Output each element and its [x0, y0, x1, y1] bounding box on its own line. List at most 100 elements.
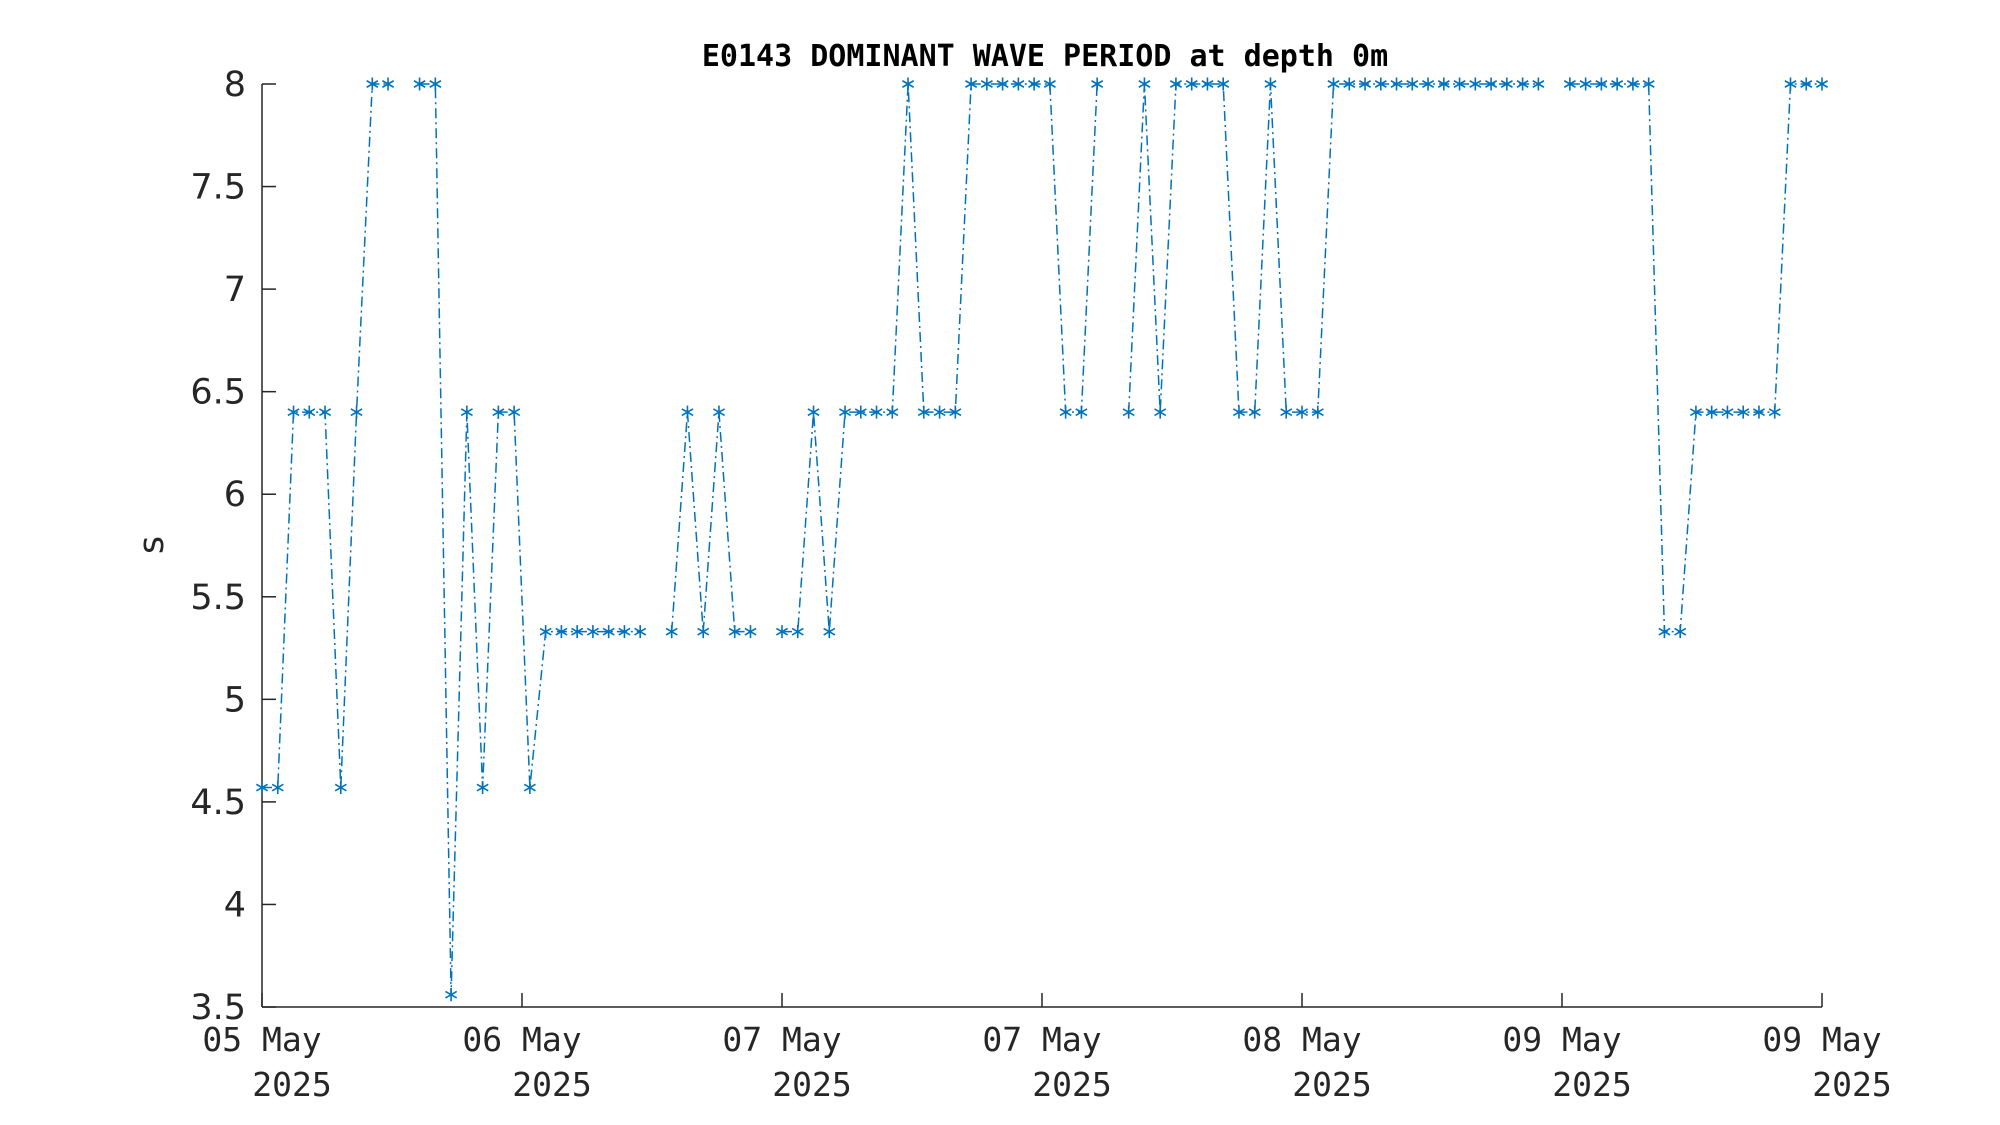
data-point-marker: [886, 405, 899, 419]
y-tick-label: 7.5: [190, 168, 246, 208]
x-ticks: 05 May 2025 06 May 2025 07 May 2025 07 May 2025…: [202, 993, 1892, 1104]
data-point-marker: [287, 405, 300, 419]
data-point-marker: [870, 405, 883, 419]
data-point-marker: [1752, 405, 1765, 419]
data-point-marker: [1595, 77, 1608, 91]
y-tick-label: 4.5: [190, 783, 246, 823]
data-point-marker: [1374, 77, 1387, 91]
data-point-marker: [523, 781, 536, 795]
data-point-marker: [728, 625, 741, 639]
data-point-marker: [634, 625, 647, 639]
y-tick-label: 6.5: [190, 373, 246, 413]
data-point-marker: [1043, 77, 1056, 91]
data-point-marker: [791, 625, 804, 639]
x-tick-label-day: 09 May: [1762, 1020, 1881, 1059]
data-point-marker: [1232, 405, 1245, 419]
data-point-marker: [1737, 405, 1750, 419]
x-tick-label-day: 05 May: [202, 1020, 321, 1059]
series-line: [262, 83, 1822, 995]
data-point-marker: [1563, 77, 1576, 91]
data-point-marker: [1280, 405, 1293, 419]
data-point-marker: [1406, 77, 1419, 91]
data-point-marker: [1579, 77, 1592, 91]
data-point-marker: [1264, 77, 1277, 91]
chart-title: E0143 DOMINANT WAVE PERIOD at depth 0m: [702, 39, 1388, 74]
data-point-marker: [965, 77, 978, 91]
x-tick-label-day: 09 May: [1502, 1020, 1621, 1059]
data-point-marker: [1815, 77, 1829, 91]
data-point-marker: [1453, 77, 1466, 91]
data-point-marker: [1800, 77, 1813, 91]
data-point-marker: [1185, 77, 1198, 91]
data-point-marker: [508, 405, 521, 419]
data-point-marker: [1626, 77, 1639, 91]
data-point-marker: [1485, 77, 1498, 91]
data-point-marker: [1516, 77, 1529, 91]
data-point-marker: [1343, 77, 1356, 91]
x-tick-label-year: 2025: [1812, 1065, 1891, 1104]
data-point-marker: [571, 625, 584, 639]
y-tick-label: 5.5: [190, 578, 246, 618]
data-point-marker: [1469, 77, 1482, 91]
data-point-marker: [602, 625, 615, 639]
data-point-marker: [413, 77, 426, 91]
x-tick-label-day: 07 May: [722, 1020, 841, 1059]
y-tick-label: 3.5: [190, 988, 246, 1028]
x-tick-label-day: 07 May: [982, 1020, 1101, 1059]
data-point-marker: [1201, 77, 1214, 91]
data-point-marker: [1359, 77, 1372, 91]
data-point-marker: [382, 77, 395, 91]
data-point-marker: [681, 405, 694, 419]
data-series: [255, 77, 1829, 1002]
data-point-marker: [429, 77, 442, 91]
data-point-marker: [1658, 625, 1671, 639]
data-point-marker: [1075, 405, 1088, 419]
x-tick-label-day: 06 May: [462, 1020, 581, 1059]
data-point-marker: [1532, 77, 1545, 91]
data-point-marker: [1012, 77, 1025, 91]
data-point-marker: [1327, 77, 1340, 91]
data-point-marker: [1217, 77, 1230, 91]
data-point-marker: [492, 405, 505, 419]
data-point-marker: [476, 781, 489, 795]
data-point-marker: [1768, 405, 1781, 419]
y-tick-label: 4: [224, 885, 246, 925]
data-point-marker: [1437, 77, 1450, 91]
data-point-marker: [839, 405, 852, 419]
data-point-marker: [303, 405, 316, 419]
data-point-marker: [1674, 625, 1687, 639]
y-ticks: 3.5 4 4.5 5 5.5 6 6.5 7 7.5 8: [190, 65, 276, 1028]
data-point-marker: [1705, 405, 1718, 419]
data-point-marker: [1390, 77, 1403, 91]
data-point-marker: [366, 77, 379, 91]
plot-axes: [261, 84, 1822, 1008]
x-tick-label-year: 2025: [252, 1065, 331, 1104]
data-point-marker: [350, 405, 363, 419]
data-point-marker: [460, 405, 473, 419]
data-point-marker: [1059, 405, 1072, 419]
data-point-marker: [1422, 77, 1435, 91]
x-tick-label-year: 2025: [512, 1065, 591, 1104]
data-point-marker: [823, 625, 836, 639]
data-point-marker: [744, 625, 757, 639]
data-point-marker: [1689, 405, 1702, 419]
y-tick-label: 8: [224, 65, 246, 105]
data-point-marker: [902, 77, 915, 91]
data-point-marker: [1122, 405, 1135, 419]
data-point-marker: [807, 405, 820, 419]
data-point-marker: [1138, 77, 1151, 91]
data-point-marker: [618, 625, 631, 639]
data-point-marker: [980, 77, 993, 91]
data-point-marker: [1500, 77, 1513, 91]
data-point-marker: [665, 625, 678, 639]
data-point-marker: [319, 405, 332, 419]
data-point-marker: [555, 625, 568, 639]
data-point-marker: [1295, 405, 1309, 419]
data-point-marker: [933, 405, 946, 419]
x-tick-label-day: 08 May: [1242, 1020, 1361, 1059]
data-point-marker: [586, 625, 599, 639]
data-point-marker: [917, 405, 930, 419]
data-point-marker: [1154, 405, 1167, 419]
data-point-marker: [1028, 77, 1041, 91]
